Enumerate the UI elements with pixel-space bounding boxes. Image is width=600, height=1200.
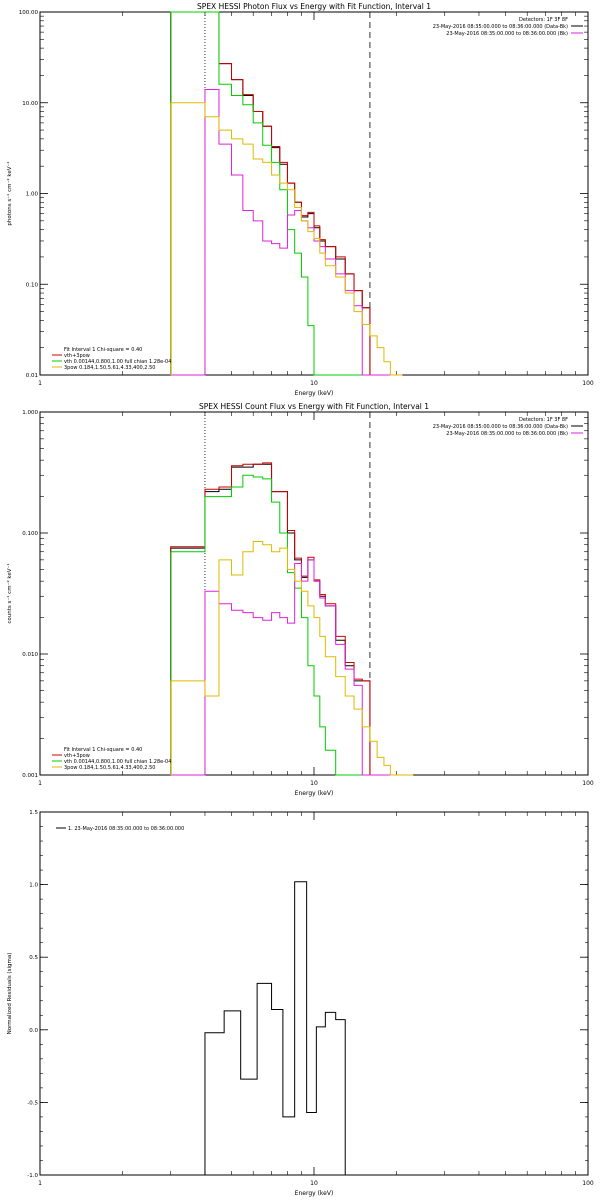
y-tick-label: 1.0 bbox=[29, 883, 38, 889]
legend-bottom-left-text: vth+3pow bbox=[64, 753, 90, 759]
y-tick-label: 100.00 bbox=[19, 10, 39, 16]
x-tick-label: 1 bbox=[38, 1180, 42, 1187]
legend-top-right-text: 23-May-2016 08:35:00.000 to 08:36:00.000… bbox=[433, 424, 568, 430]
series-2-histogram bbox=[170, 462, 414, 776]
legend-top-right-text: 23-May-2016 08:35:00.000 to 08:36:00.000… bbox=[446, 431, 568, 437]
y-tick-label: 0.0 bbox=[29, 1028, 38, 1034]
legend-top-right-text: 23-May-2016 08:35:00.000 to 08:36:00.000… bbox=[433, 24, 568, 30]
chart-title: SPEX HESSI Photon Flux vs Energy with Fi… bbox=[197, 2, 431, 11]
y-tick-label: -0.5 bbox=[27, 1100, 38, 1106]
chart-2: SPEX HESSI Count Flux vs Energy with Fit… bbox=[6, 402, 594, 797]
x-tick-label: 1 bbox=[38, 780, 42, 787]
plot-frame bbox=[39, 11, 589, 376]
series-5-histogram bbox=[170, 102, 403, 376]
y-tick-label: 10.00 bbox=[22, 101, 38, 107]
x-axis-label: Energy (keV) bbox=[295, 790, 334, 797]
legend-bottom-left-text: 3pow 0.184,1.50,5.61,4.33,400,2.50 bbox=[64, 765, 155, 771]
series-3-histogram bbox=[170, 474, 414, 776]
chart-1: SPEX HESSI Photon Flux vs Energy with Fi… bbox=[6, 2, 594, 397]
series-4-histogram bbox=[170, 88, 403, 376]
y-tick-label: 1.00 bbox=[26, 192, 39, 198]
x-tick-label: 100 bbox=[582, 380, 594, 387]
legend-bottom-left-text: vth+3pow bbox=[64, 353, 90, 359]
y-axis-label: counts s⁻¹ cm⁻² keV⁻¹ bbox=[6, 563, 13, 623]
chart-3: 1 10 100 -1.0 -0.5 0.0 0.5 1.0 1.5 Energy (keV) No… bbox=[7, 810, 594, 1197]
x-tick-label: 10 bbox=[310, 380, 318, 387]
y-tick-label: -1.0 bbox=[27, 1173, 38, 1179]
y-tick-label: 1.000 bbox=[22, 410, 38, 416]
x-axis-label: Energy (keV) bbox=[295, 1190, 334, 1197]
legend-bottom-left-text: Fit Interval 1 Chi-square = 0.40 bbox=[64, 347, 142, 353]
plot-frame bbox=[39, 411, 589, 776]
y-tick-label: 0.100 bbox=[22, 531, 38, 537]
plot-frame bbox=[39, 811, 589, 1176]
legend-bottom-left-text: vth 0.00144,0.800,1.00 full chian 1.28e-… bbox=[64, 359, 171, 365]
series-1-histogram bbox=[204, 881, 355, 1176]
series-5-histogram bbox=[170, 541, 414, 776]
x-tick-label: 10 bbox=[310, 1180, 318, 1187]
series-4-histogram bbox=[170, 559, 414, 776]
y-tick-label: 0.5 bbox=[29, 955, 38, 961]
chart-title: SPEX HESSI Count Flux vs Energy with Fit… bbox=[199, 402, 429, 411]
y-tick-label: 0.01 bbox=[26, 373, 38, 379]
y-axis-label: Normalized Residuals (sigma) bbox=[7, 953, 13, 1035]
x-tick-label: 100 bbox=[582, 1180, 594, 1187]
series-1-histogram bbox=[170, 11, 403, 376]
x-tick-label: 100 bbox=[582, 780, 594, 787]
legend-bottom-left-text: Fit Interval 1 Chi-square = 0.40 bbox=[64, 747, 142, 753]
legend-top-right-text: Detectors: 1F 3F 8F bbox=[519, 17, 568, 23]
x-tick-label: 10 bbox=[310, 780, 318, 787]
x-tick-label: 1 bbox=[38, 380, 42, 387]
legend-bottom-left-text: 3pow 0.184,1.50,5.61,4.33,400,2.50 bbox=[64, 365, 155, 371]
x-axis-label: Energy (keV) bbox=[295, 390, 334, 397]
y-tick-label: 0.10 bbox=[26, 282, 39, 288]
y-tick-label: 0.001 bbox=[22, 773, 38, 779]
legend-bottom-left-text: vth 0.00144,0.800,1.00 full chian 1.28e-… bbox=[64, 759, 171, 765]
series-2-histogram bbox=[170, 11, 403, 376]
legend-top-right-text: Detectors: 1F 3F 8F bbox=[519, 417, 568, 423]
legend-top-left-text: 1. 23-May-2016 08:35:00.000 to 08:36:00.… bbox=[68, 826, 184, 832]
series-3-histogram bbox=[170, 11, 403, 376]
y-tick-label: 1.5 bbox=[29, 810, 38, 816]
y-axis-label: photons s⁻¹ cm⁻² keV⁻¹ bbox=[6, 161, 13, 225]
y-tick-label: 0.010 bbox=[22, 652, 38, 658]
legend-top-right-text: 23-May-2016 08:35:00.000 to 08:36:00.000… bbox=[446, 31, 568, 37]
series-1-histogram bbox=[170, 463, 414, 776]
